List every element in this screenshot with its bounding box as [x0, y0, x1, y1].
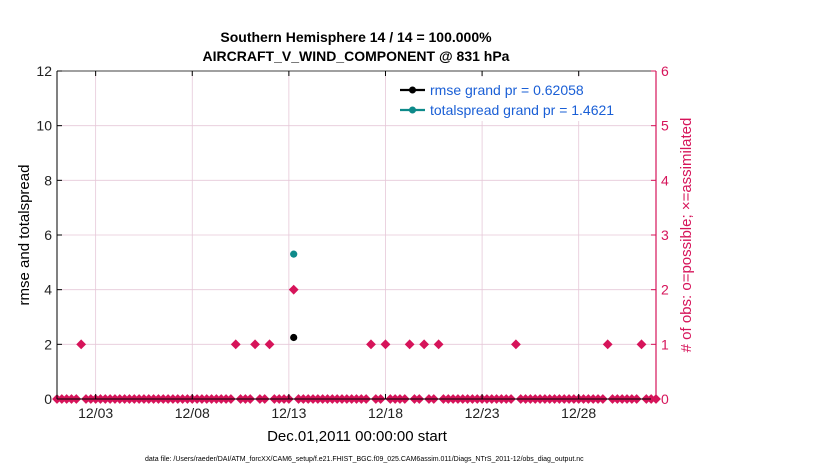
legend: rmse grand pr = 0.62058 totalspread gran… [392, 77, 650, 121]
obs-count-marker [250, 339, 260, 350]
legend-rmse-marker [409, 86, 416, 94]
y-tick-label-left: 4 [44, 282, 52, 298]
x-tick-label: 12/13 [271, 405, 306, 421]
plot-marks [52, 250, 661, 404]
x-tick-label: 12/23 [465, 405, 500, 421]
totalspread-point [290, 250, 298, 258]
y-tick-label-left: 0 [44, 391, 52, 407]
axes: 12/03 12/08 12/13 12/18 12/23 12/280246810120… [36, 63, 669, 421]
obs-count-marker [230, 339, 241, 350]
obs-count-marker [76, 339, 87, 350]
obs-count-marker [433, 339, 444, 350]
obs-count-marker [288, 284, 299, 295]
obs-count-marker [264, 339, 275, 350]
x-tick-label: 12/18 [368, 405, 403, 421]
grid [57, 71, 656, 399]
obs-count-marker [511, 339, 521, 350]
x-tick-label: 12/28 [561, 405, 596, 421]
y-axis-label-left: rmse and totalspread [16, 165, 33, 306]
y-tick-label-right: 6 [661, 63, 669, 79]
y-axis-label-right: # of obs: o=possible; ×=assimilated [678, 118, 695, 353]
y-tick-label-right: 4 [661, 172, 669, 188]
legend-totalspread-marker [409, 106, 416, 114]
obs-count-marker [419, 339, 430, 350]
x-tick-label: 12/03 [78, 405, 113, 421]
y-tick-label-left: 12 [36, 63, 52, 79]
y-tick-label-left: 8 [44, 172, 52, 188]
y-tick-label-left: 10 [36, 118, 52, 134]
y-tick-label-right: 2 [661, 282, 669, 298]
y-tick-label-right: 5 [661, 118, 669, 134]
y-tick-label-left: 6 [44, 227, 52, 243]
legend-rmse-label: rmse grand pr = 0.62058 [430, 82, 584, 98]
rmse-point [290, 333, 298, 342]
obs-count-marker [404, 339, 415, 350]
obs-count-marker [380, 339, 391, 350]
obs-count-marker [602, 339, 613, 350]
chart-title: Southern Hemisphere 14 / 14 = 100.000% [220, 29, 492, 45]
data-file-footnote: data file: /Users/raeder/DAI/ATM_forcXX/… [145, 456, 584, 463]
y-tick-label-right: 3 [661, 227, 669, 243]
obs-count-marker [366, 339, 376, 350]
obs-count-marker [636, 339, 647, 350]
x-axis-label: Dec.01,2011 00:00:00 start [267, 428, 448, 445]
y-tick-label-right: 0 [661, 391, 669, 407]
chart-subtitle: AIRCRAFT_V_WIND_COMPONENT @ 831 hPa [203, 48, 510, 64]
legend-box [392, 77, 650, 121]
y-tick-label-right: 1 [661, 336, 669, 352]
y-tick-label-left: 2 [44, 336, 52, 352]
x-tick-label: 12/08 [175, 405, 210, 421]
legend-totalspread-label: totalspread grand pr = 1.4621 [430, 102, 614, 118]
